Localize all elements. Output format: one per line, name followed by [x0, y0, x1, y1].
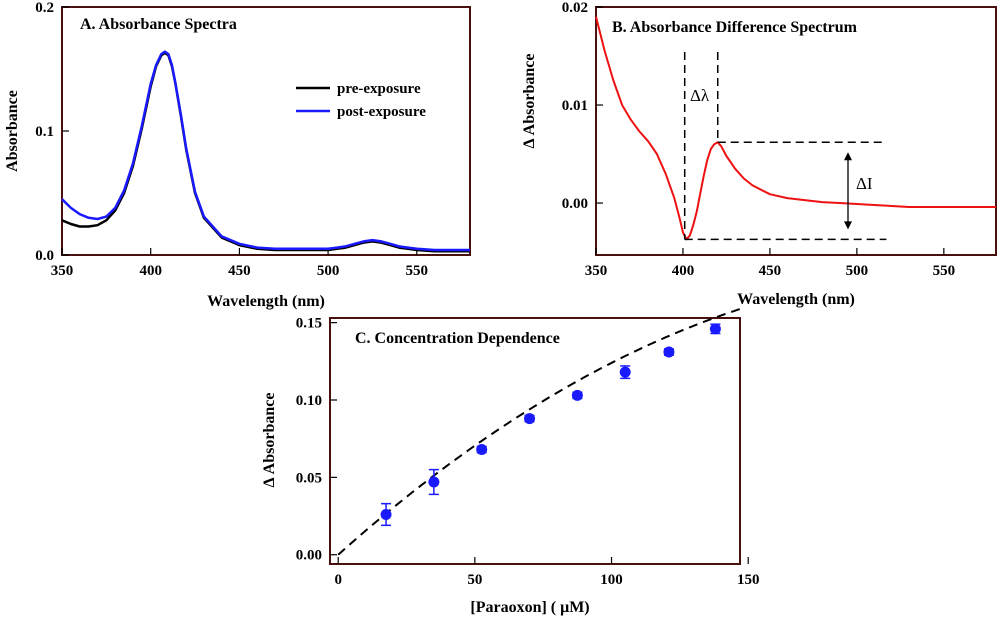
- panel-b-y-tick-label: 0.00: [562, 196, 588, 212]
- panel-b-ticks: 350 400 450 500 550 0.00 0.01 0.02: [562, 0, 955, 279]
- data-point: [619, 366, 631, 378]
- panel-b-y-axis-title: Δ Absorbance: [521, 54, 538, 149]
- data-point: [571, 389, 583, 401]
- post-exposure-line: [61, 50, 470, 252]
- panel-b-series: [595, 16, 996, 241]
- panel-c-title: C. Concentration Dependence: [355, 330, 560, 347]
- delta-i-label: ΔI: [856, 174, 873, 193]
- panel-b-difference-spectrum: B. Absorbance Difference Spectrum Δ Abso…: [521, 0, 997, 308]
- panel-c-y-tick-label: 0.15: [296, 316, 322, 332]
- panel-b-x-tick-label: 400: [672, 263, 695, 279]
- panel-b-frame: [595, 6, 997, 256]
- panel-c-frame: [329, 317, 741, 565]
- panel-a-y-tick-label: 0.2: [35, 0, 54, 16]
- panel-a-y-axis-title: Absorbance: [4, 90, 21, 172]
- panel-a-y-tick-label: 0.1: [35, 124, 54, 140]
- panel-b-y-tick-label: 0.01: [562, 98, 588, 114]
- data-point: [663, 346, 675, 358]
- data-point: [524, 413, 536, 425]
- panel-b-y-tick-label: 0.02: [562, 0, 588, 16]
- panel-a-x-tick-label: 400: [139, 263, 162, 279]
- panel-a-frame: [61, 6, 471, 256]
- panel-b-x-axis-title: Wavelength (nm): [737, 291, 855, 308]
- delta-i-arrowhead-up: [844, 152, 852, 161]
- panel-a-title: A. Absorbance Spectra: [80, 16, 237, 33]
- legend-label-pre-exposure: pre-exposure: [337, 81, 421, 97]
- panel-c-x-tick-label: 50: [467, 572, 482, 588]
- delta-i-arrowhead-down: [844, 221, 852, 230]
- difference-spectrum-line: [595, 16, 996, 241]
- panel-a-x-tick-label: 550: [406, 263, 429, 279]
- panel-c-ticks: 0 50 100 150 0.00 0.05 0.10 0.15: [296, 316, 760, 588]
- panel-c-x-tick-label: 0: [334, 572, 342, 588]
- panel-a-series: [61, 50, 470, 253]
- panel-a-y-tick-label: 0.0: [35, 248, 54, 264]
- panel-a-x-tick-label: 450: [228, 263, 251, 279]
- panel-a-x-tick-label: 500: [317, 263, 340, 279]
- panel-b-title: B. Absorbance Difference Spectrum: [612, 19, 858, 36]
- legend-label-post-exposure: post-exposure: [337, 104, 426, 120]
- panel-c-x-tick-label: 150: [737, 572, 760, 588]
- panel-b-x-tick-label: 500: [846, 263, 869, 279]
- panel-c-points: [380, 323, 721, 527]
- data-point: [428, 476, 440, 488]
- panel-a-absorbance-spectra: A. Absorbance Spectra Absorbance Wavelen…: [4, 0, 471, 310]
- panel-c-y-axis-title: Δ Absorbance: [261, 393, 278, 488]
- panel-c-y-tick-label: 0.05: [296, 470, 322, 486]
- panel-c-y-tick-label: 0.00: [296, 548, 322, 564]
- panel-a-x-tick-label: 350: [51, 263, 74, 279]
- panel-a-x-axis-title: Wavelength (nm): [207, 293, 325, 310]
- data-point: [380, 508, 392, 520]
- data-point: [709, 323, 721, 335]
- panel-c-y-tick-label: 0.10: [296, 393, 322, 409]
- data-point: [476, 444, 488, 456]
- panel-b-annotations: Δλ ΔI: [683, 52, 887, 241]
- delta-lambda-label: Δλ: [690, 86, 710, 105]
- panel-c-concentration-dependence: C. Concentration Dependence Δ Absorbance…: [261, 308, 760, 616]
- panel-b-x-tick-label: 350: [585, 263, 608, 279]
- panel-b-x-tick-label: 550: [933, 263, 956, 279]
- panel-c-x-axis-title: [Paraoxon] ( μM): [470, 599, 589, 616]
- panel-a-ticks: 350 400 450 500 550 0.0 0.1 0.2: [35, 0, 428, 279]
- panel-b-x-tick-label: 450: [759, 263, 782, 279]
- panel-a-legend: pre-exposure post-exposure: [296, 81, 426, 120]
- panel-c-x-tick-label: 100: [600, 572, 623, 588]
